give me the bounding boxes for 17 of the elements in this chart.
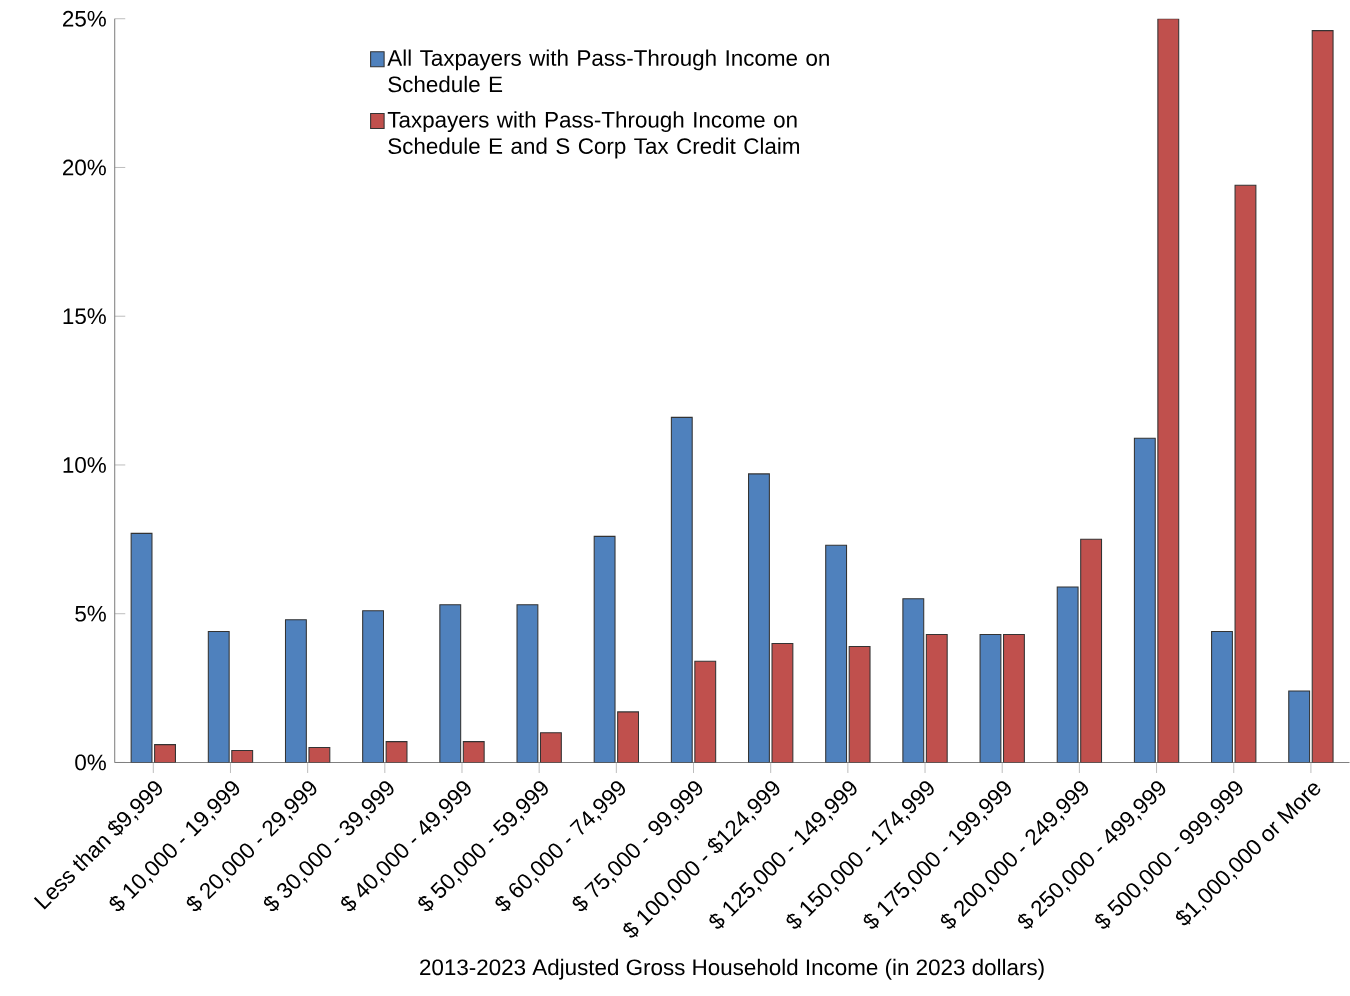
y-tick-label: 20% — [63, 159, 106, 176]
bar — [925, 634, 948, 763]
bar — [1311, 30, 1334, 763]
y-tick-label: 10% — [63, 457, 106, 474]
legend-label: Taxpayers with Pass-Through Income on Schedule E and S Corp Tax Credit Claim — [387, 111, 800, 159]
bar — [1288, 690, 1311, 763]
y-tick-label: 0% — [75, 754, 106, 771]
bar — [439, 604, 462, 763]
y-tick-label: 15% — [63, 308, 106, 325]
y-tick-label: 25% — [63, 11, 106, 27]
bar — [902, 598, 925, 763]
x-axis-title: 2013-2023 Adjusted Gross Household Income (in 2023 dollars) — [420, 958, 1044, 980]
bar — [848, 646, 871, 763]
bar — [825, 544, 848, 763]
legend-label: All Taxpayers with Pass-Through Income on Schedule E — [387, 49, 829, 93]
y-tick-label: 5% — [75, 606, 106, 622]
bar — [462, 741, 485, 763]
